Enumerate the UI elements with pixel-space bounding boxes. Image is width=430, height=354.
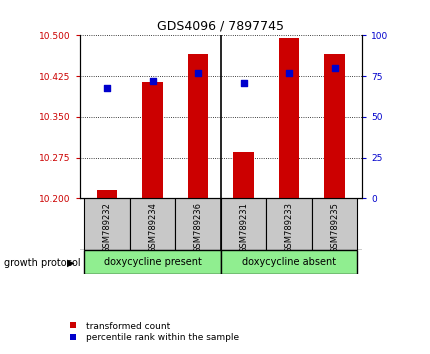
Title: GDS4096 / 7897745: GDS4096 / 7897745 xyxy=(157,20,284,33)
Text: ▶: ▶ xyxy=(67,258,74,268)
Point xyxy=(331,65,338,71)
Text: doxycycline present: doxycycline present xyxy=(103,257,201,267)
Bar xyxy=(175,198,220,250)
Text: GSM789233: GSM789233 xyxy=(284,202,293,253)
Point xyxy=(240,80,246,85)
Bar xyxy=(97,190,117,198)
Bar xyxy=(84,198,129,250)
Bar xyxy=(84,250,221,274)
Bar xyxy=(129,198,175,250)
Text: doxycycline absent: doxycycline absent xyxy=(242,257,335,267)
Bar xyxy=(187,55,208,198)
Text: GSM789232: GSM789232 xyxy=(102,202,111,253)
Point xyxy=(194,70,201,76)
Bar xyxy=(311,198,356,250)
Point xyxy=(149,78,156,84)
Text: growth protocol: growth protocol xyxy=(4,258,81,268)
Text: GSM789234: GSM789234 xyxy=(148,202,157,253)
Bar xyxy=(324,55,344,198)
Text: GSM789235: GSM789235 xyxy=(329,202,338,253)
Text: GSM789236: GSM789236 xyxy=(193,202,202,253)
Point xyxy=(285,70,292,76)
Legend: transformed count, percentile rank within the sample: transformed count, percentile rank withi… xyxy=(60,318,242,346)
Bar xyxy=(266,198,311,250)
Bar xyxy=(142,81,163,198)
Bar xyxy=(233,152,253,198)
Point xyxy=(103,85,110,90)
Bar xyxy=(221,250,356,274)
Bar xyxy=(221,198,266,250)
Bar xyxy=(278,38,299,198)
Text: GSM789231: GSM789231 xyxy=(239,202,248,253)
